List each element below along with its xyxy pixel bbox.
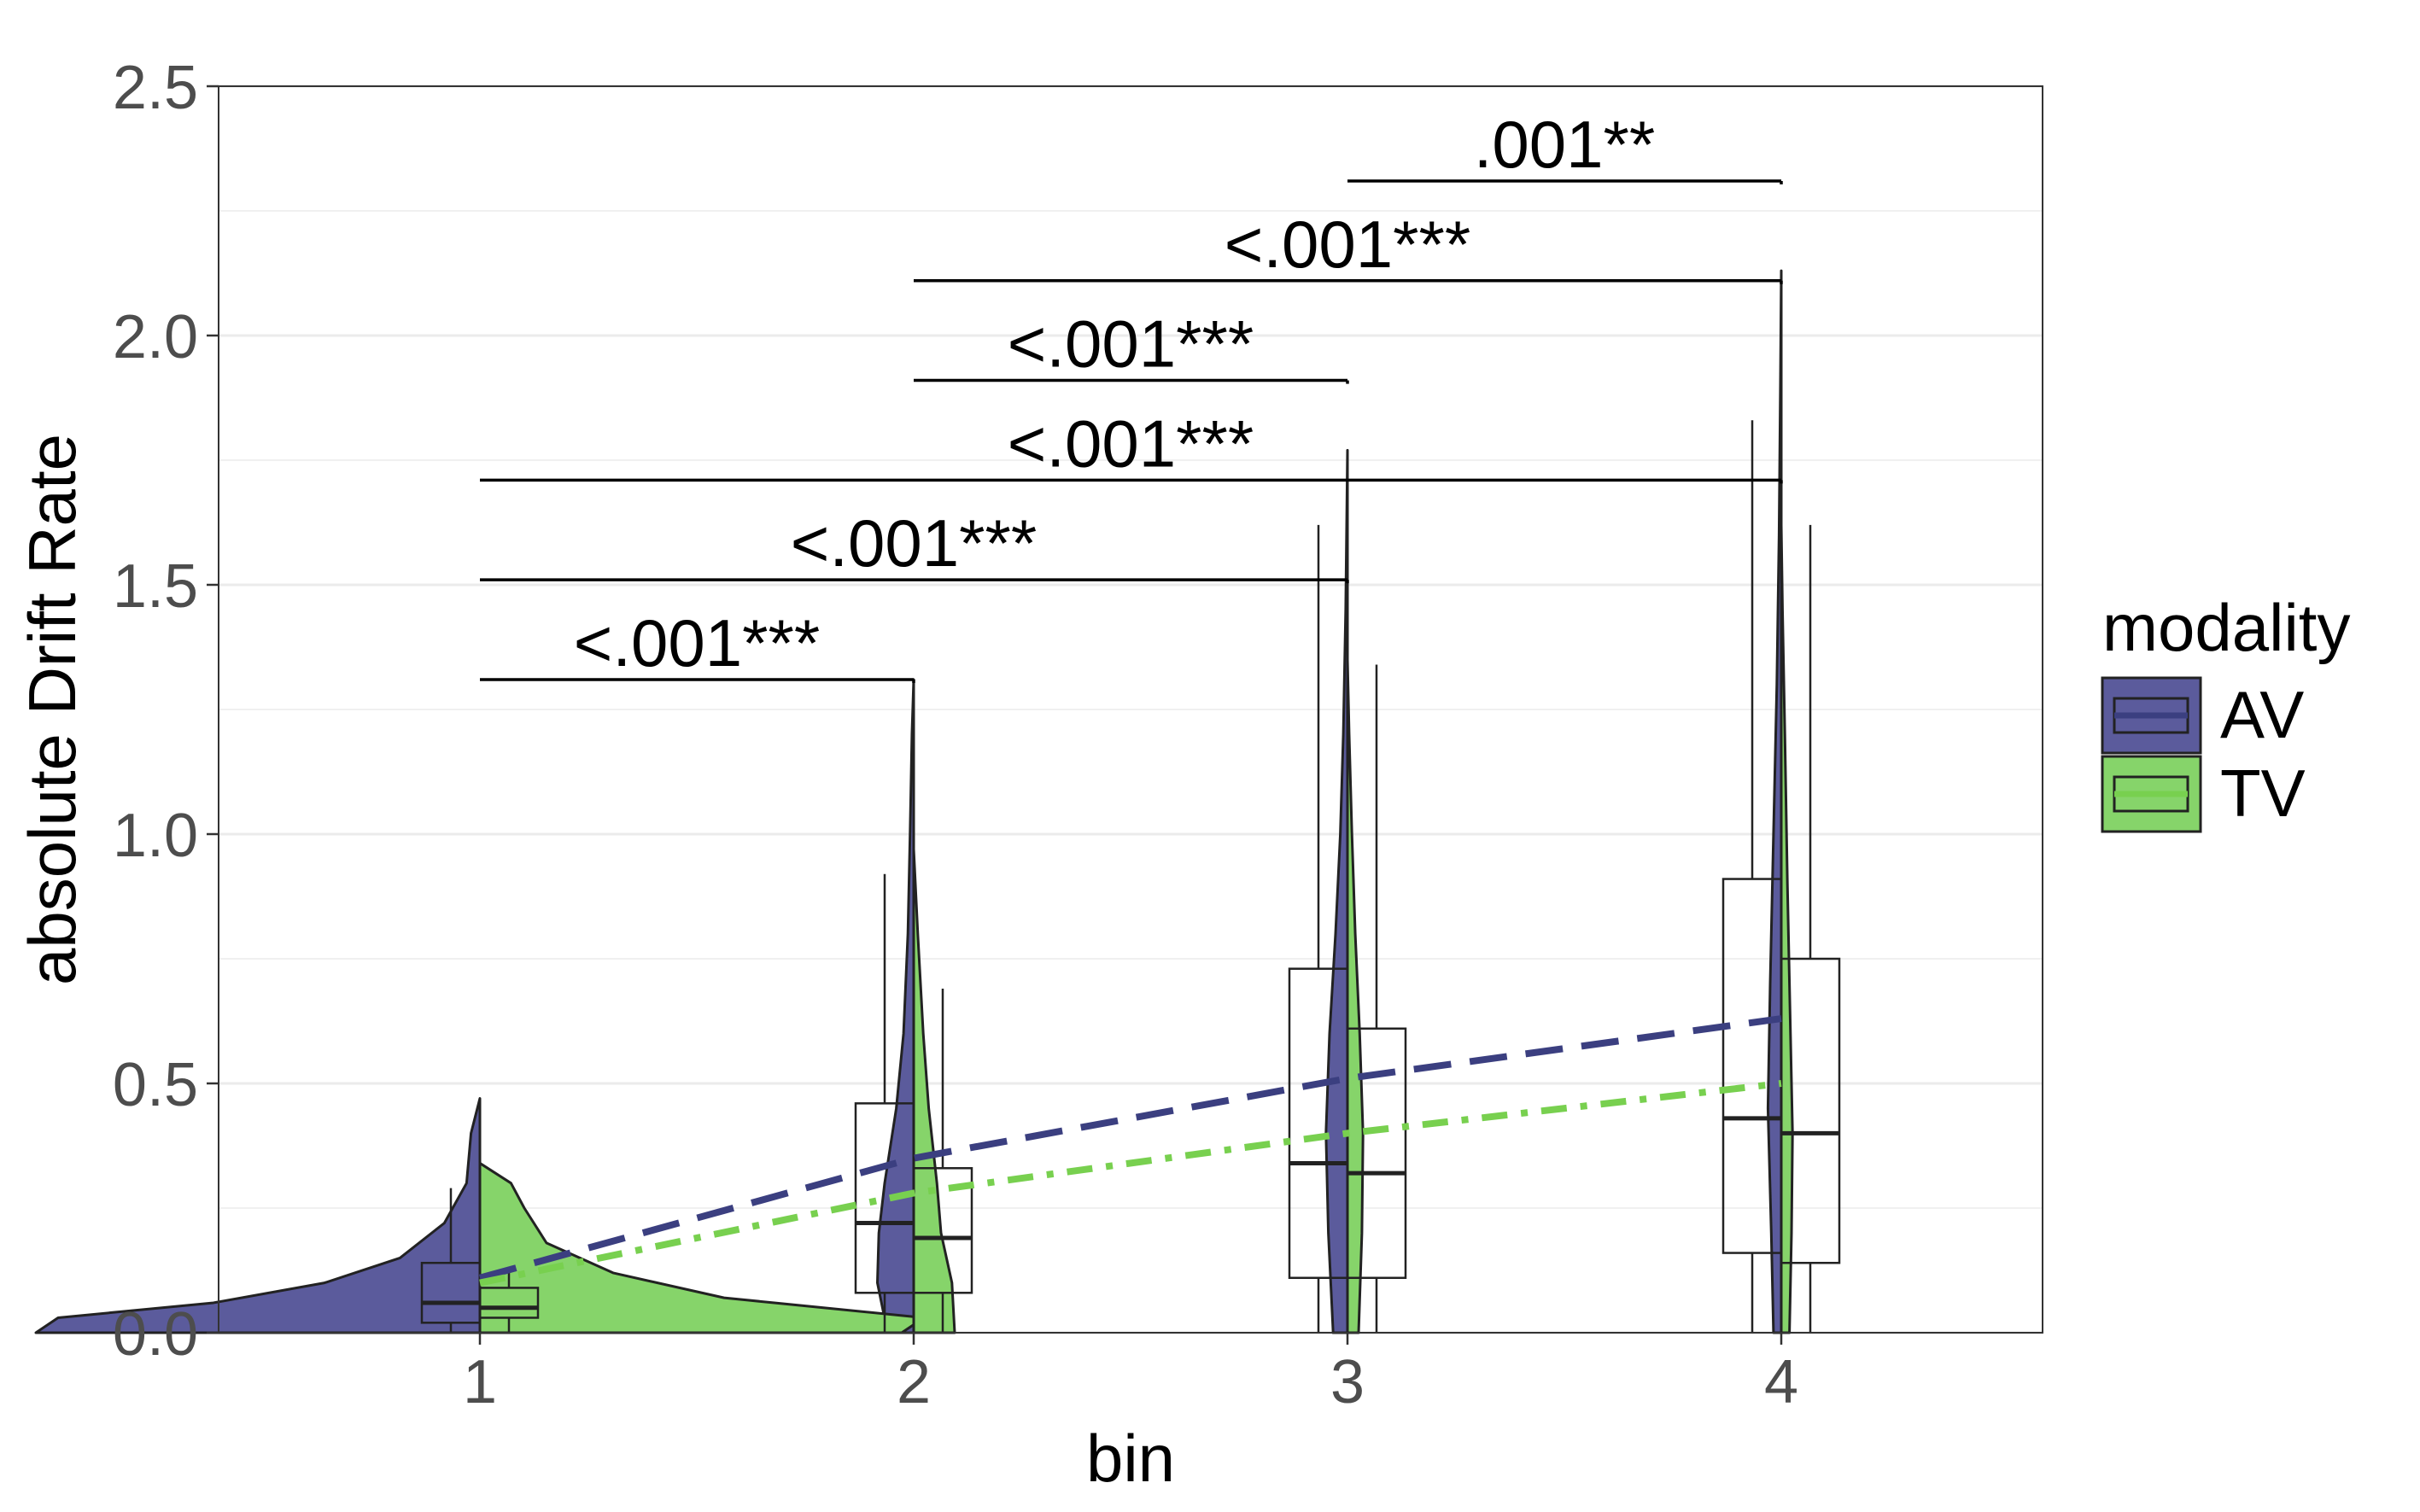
violin-av-bin-2 [876, 678, 915, 1334]
violin-av-bin-4 [1766, 269, 1783, 1334]
legend-title: modality [2102, 590, 2350, 665]
y-tick-label: 0.5 [113, 1051, 198, 1119]
x-tick-label: 2 [897, 1348, 931, 1416]
box-tv-bin-1 [478, 1287, 540, 1319]
y-tick-label: 1.5 [113, 552, 198, 621]
violin-tv-bin-3 [1346, 658, 1365, 1334]
axes: 0.0 0.5 1.0 1.5 2.0 2.5 1 2 3 4 [113, 54, 1798, 1416]
x-axis-title: bin [1086, 1421, 1175, 1496]
significance-label: .001** [1474, 107, 1656, 182]
violins [34, 269, 1794, 1334]
y-tick-label: 2.5 [113, 54, 198, 122]
trend-line-tv [479, 1080, 1782, 1287]
significance-label: <.001*** [1225, 207, 1470, 282]
y-axis-title: absolute Drift Rate [15, 434, 90, 985]
plot-border [218, 85, 2043, 1334]
legend-label-av: AV [2220, 677, 2304, 752]
legend-label-tv: TV [2220, 756, 2306, 831]
significance-label: <.001*** [574, 605, 820, 680]
y-tick-label: 1.0 [113, 802, 198, 870]
significance-brackets: <.001*** <.001*** <.001*** <.001*** <.001***… [480, 107, 1783, 683]
x-tick-label: 4 [1764, 1348, 1798, 1416]
y-tick-label: 2.0 [113, 303, 198, 371]
boxplots [420, 420, 1841, 1333]
x-tick-label: 3 [1330, 1348, 1365, 1416]
violin-tv-bin-2 [912, 848, 956, 1334]
box-tv-bin-2 [912, 1167, 973, 1294]
box-tv-bin-4 [1780, 957, 1841, 1264]
significance-label: <.001*** [1008, 406, 1254, 481]
y-tick-label: 0.0 [113, 1300, 198, 1369]
significance-label: <.001*** [1008, 306, 1254, 382]
violin-av-bin-3 [1324, 448, 1349, 1334]
x-tick-label: 1 [463, 1348, 497, 1416]
trend-lines [478, 1015, 1782, 1287]
box-tv-bin-3 [1346, 1027, 1407, 1280]
significance-label: <.001*** [791, 505, 1037, 581]
violin-av-bin-1 [34, 1097, 482, 1334]
